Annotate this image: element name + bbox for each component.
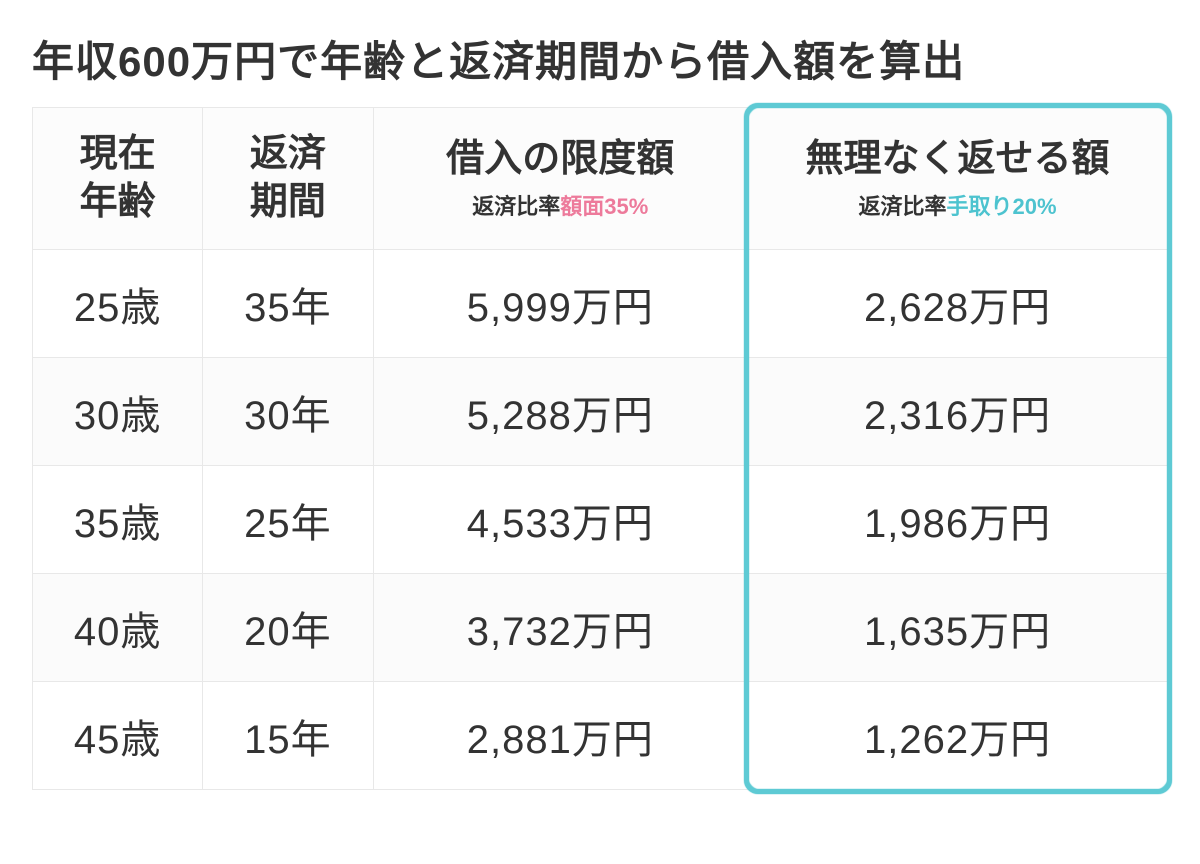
table-container: 現在 年齢 返済 期間 借入の限度額 返済比率額面35% 無理なく返せる額	[32, 107, 1168, 790]
cell-period: 20年	[203, 574, 373, 682]
cell-age: 30歳	[33, 358, 203, 466]
table-row: 35歳 25年 4,533万円 1,986万円	[33, 466, 1168, 574]
page-title: 年収600万円で年齢と返済期間から借入額を算出	[32, 28, 1168, 89]
col-header-sub: 返済比率額面35%	[382, 189, 740, 221]
cell-limit: 4,533万円	[373, 466, 748, 574]
table-body: 25歳 35年 5,999万円 2,628万円 30歳 30年 5,288万円 …	[33, 250, 1168, 790]
col-header-period: 返済 期間	[203, 108, 373, 250]
cell-age: 25歳	[33, 250, 203, 358]
table-row: 40歳 20年 3,732万円 1,635万円	[33, 574, 1168, 682]
cell-age: 35歳	[33, 466, 203, 574]
cell-comfortable: 2,316万円	[748, 358, 1168, 466]
table-row: 25歳 35年 5,999万円 2,628万円	[33, 250, 1168, 358]
col-header-comfortable: 無理なく返せる額 返済比率手取り20%	[748, 108, 1168, 250]
cell-comfortable: 2,628万円	[748, 250, 1168, 358]
col-header-age: 現在 年齢	[33, 108, 203, 250]
cell-period: 30年	[203, 358, 373, 466]
cell-limit: 3,732万円	[373, 574, 748, 682]
cell-period: 35年	[203, 250, 373, 358]
col-header-main: 現在 年齢	[41, 131, 194, 226]
cell-comfortable: 1,262万円	[748, 682, 1168, 790]
cell-period: 15年	[203, 682, 373, 790]
table-header-row: 現在 年齢 返済 期間 借入の限度額 返済比率額面35% 無理なく返せる額	[33, 108, 1168, 250]
loan-table: 現在 年齢 返済 期間 借入の限度額 返済比率額面35% 無理なく返せる額	[32, 107, 1168, 790]
cell-comfortable: 1,635万円	[748, 574, 1168, 682]
accent-text: 手取り20%	[947, 194, 1057, 219]
col-header-limit: 借入の限度額 返済比率額面35%	[373, 108, 748, 250]
table-row: 30歳 30年 5,288万円 2,316万円	[33, 358, 1168, 466]
col-header-sub: 返済比率手取り20%	[756, 189, 1159, 221]
table-row: 45歳 15年 2,881万円 1,262万円	[33, 682, 1168, 790]
cell-age: 40歳	[33, 574, 203, 682]
col-header-main: 返済 期間	[211, 131, 364, 226]
cell-comfortable: 1,986万円	[748, 466, 1168, 574]
cell-limit: 5,999万円	[373, 250, 748, 358]
accent-text: 額面35%	[560, 194, 648, 219]
cell-limit: 2,881万円	[373, 682, 748, 790]
col-header-main: 無理なく返せる額	[756, 136, 1159, 184]
cell-age: 45歳	[33, 682, 203, 790]
col-header-main: 借入の限度額	[382, 136, 740, 184]
cell-period: 25年	[203, 466, 373, 574]
cell-limit: 5,288万円	[373, 358, 748, 466]
